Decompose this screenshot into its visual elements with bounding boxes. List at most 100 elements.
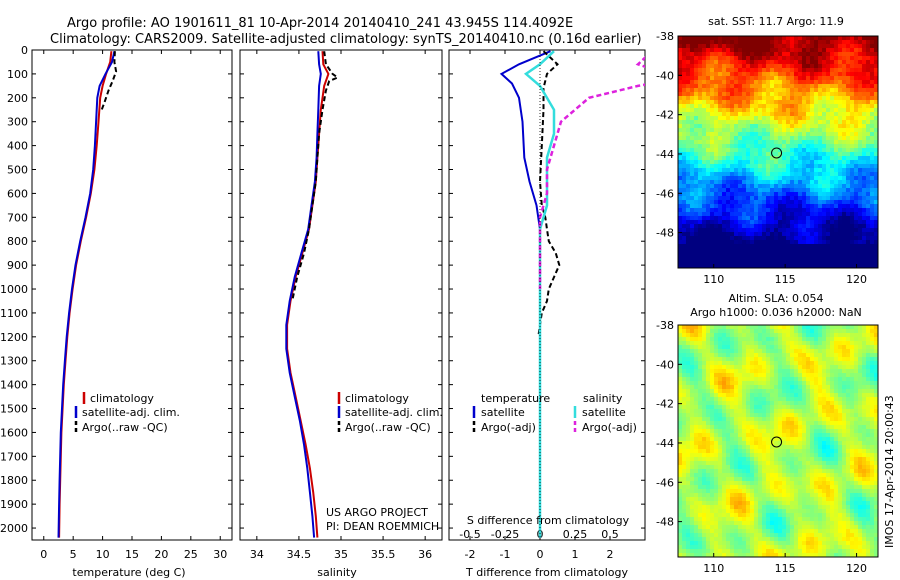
- sst-map-cell: [806, 232, 811, 237]
- sst-map-cell: [874, 84, 878, 89]
- sst-map-cell: [826, 76, 831, 81]
- sla-map-cell: [798, 337, 803, 342]
- sla-map-cell: [758, 517, 763, 522]
- sst-map-cell: [846, 156, 851, 161]
- sla-map-cell: [714, 529, 719, 534]
- sst-map-cell: [802, 172, 807, 177]
- sla-map-cell: [786, 369, 791, 374]
- sst-map-cell: [762, 204, 767, 209]
- sst-map-cell: [826, 172, 831, 177]
- sla-map-cell: [722, 497, 727, 502]
- sst-map-cell: [866, 196, 871, 201]
- sst-map-cell: [794, 128, 799, 133]
- sst-map-cell: [758, 72, 763, 77]
- sst-map-cell: [802, 48, 807, 53]
- sst-map-cell: [806, 156, 811, 161]
- sla-map-cell: [790, 389, 795, 394]
- sst-map-cell: [706, 148, 711, 153]
- sla-map-cell: [754, 353, 759, 358]
- sla-map-cell: [682, 413, 687, 418]
- sla-map-cell: [742, 337, 747, 342]
- sst-map-cell: [702, 144, 707, 149]
- sst-map-cell: [746, 200, 751, 205]
- sst-map-cell: [854, 216, 859, 221]
- sst-map-cell: [726, 124, 731, 129]
- sst-map-cell: [758, 120, 763, 125]
- sst-map-cell: [842, 116, 847, 121]
- sla-map-cell: [694, 345, 699, 350]
- sla-map-cell: [738, 381, 743, 386]
- credit-pi: PI: DEAN ROEMMICH: [326, 520, 439, 533]
- sla-map-cell: [698, 529, 703, 534]
- sla-map-cell: [706, 405, 711, 410]
- sst-map-cell: [714, 176, 719, 181]
- sst-map-cell: [694, 140, 699, 145]
- sla-map-cell: [702, 389, 707, 394]
- sla-map-cell: [678, 517, 683, 522]
- sst-map-cell: [738, 176, 743, 181]
- sst-map-cell: [798, 208, 803, 213]
- sla-map-cell: [706, 421, 711, 426]
- sst-map-cell: [782, 88, 787, 93]
- sla-map-cell: [738, 465, 743, 470]
- sla-map-cell: [778, 533, 783, 538]
- sla-map-cell: [698, 437, 703, 442]
- sst-map-cell: [750, 180, 755, 185]
- sla-map-cell: [746, 509, 751, 514]
- sst-map-cell: [842, 252, 847, 257]
- sla-map-cell: [798, 509, 803, 514]
- sla-map-cell: [706, 381, 711, 386]
- sla-map-cell: [690, 477, 695, 482]
- sla-map-cell: [742, 345, 747, 350]
- sst-map-cell: [802, 80, 807, 85]
- sst-map-cell: [794, 232, 799, 237]
- sst-map-cell: [714, 148, 719, 153]
- sst-map-cell: [698, 168, 703, 173]
- sst-map-cell: [858, 148, 863, 153]
- sla-map-cell: [710, 377, 715, 382]
- sla-map-cell: [762, 361, 767, 366]
- sst-map-cell: [822, 148, 827, 153]
- sla-map-cell: [702, 373, 707, 378]
- sst-map-cell: [858, 240, 863, 245]
- sla-map-cell: [682, 449, 687, 454]
- sla-map-cell: [726, 449, 731, 454]
- sst-map-cell: [826, 136, 831, 141]
- sla-map-cell: [774, 493, 779, 498]
- sla-map-cell: [746, 517, 751, 522]
- sst-map-cell: [794, 208, 799, 213]
- sst-map-cell: [794, 256, 799, 261]
- sst-map-cell: [698, 112, 703, 117]
- sla-map-cell: [766, 485, 771, 490]
- sst-map-cell: [826, 260, 831, 265]
- sst-map-cell: [698, 232, 703, 237]
- sla-map-cell: [766, 465, 771, 470]
- sla-map-cell: [722, 349, 727, 354]
- sst-map-cell: [722, 244, 727, 249]
- sst-map-cell: [722, 196, 727, 201]
- sla-map-cell: [738, 517, 743, 522]
- sst-map-cell: [822, 196, 827, 201]
- sst-map-cell: [806, 244, 811, 249]
- sst-map-cell: [682, 136, 687, 141]
- sla-map-cell: [746, 501, 751, 506]
- sla-map-cell: [702, 465, 707, 470]
- sla-map-cell: [722, 513, 727, 518]
- sst-map-cell: [766, 40, 771, 45]
- sst-map-cell: [682, 128, 687, 133]
- sst-map-cell: [690, 124, 695, 129]
- sst-map-cell: [870, 112, 875, 117]
- sst-map-cell: [834, 76, 839, 81]
- sst-map-cell: [850, 224, 855, 229]
- sla-map-cell: [686, 513, 691, 518]
- sst-map-cell: [782, 252, 787, 257]
- sst-map-cell: [874, 168, 878, 173]
- sla-map-cell: [714, 441, 719, 446]
- sst-map-cell: [718, 144, 723, 149]
- sst-map-cell: [870, 204, 875, 209]
- sla-map-cell: [742, 333, 747, 338]
- sst-map-cell: [690, 172, 695, 177]
- sst-map-cell: [806, 108, 811, 113]
- sla-map-cell: [698, 425, 703, 430]
- sst-map-cell: [686, 204, 691, 209]
